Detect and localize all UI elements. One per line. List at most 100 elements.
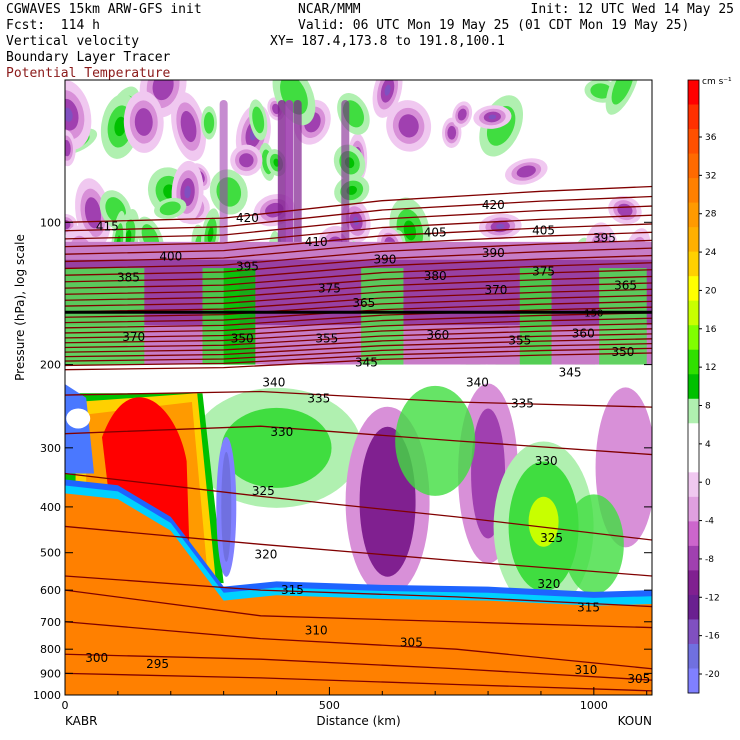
colorbar-swatch bbox=[688, 129, 699, 155]
theta-contour-upper bbox=[65, 214, 652, 248]
theta-label: 330 bbox=[535, 454, 558, 468]
theta-contours bbox=[65, 185, 652, 692]
theta-label: 375 bbox=[318, 281, 341, 295]
colorbar-swatch bbox=[688, 521, 699, 547]
colorbar-unit: cm s⁻¹ bbox=[702, 77, 732, 87]
theta-label: 310 bbox=[574, 663, 597, 677]
colorbar-swatch bbox=[688, 251, 699, 277]
surface-boundary-layer bbox=[65, 479, 652, 695]
colorbar-label: 16 bbox=[705, 325, 717, 335]
colorbar-swatch bbox=[688, 472, 699, 498]
theta-label: 305 bbox=[627, 672, 650, 686]
colorbar-label: -4 bbox=[705, 517, 714, 527]
colorbar-swatch bbox=[688, 668, 699, 694]
theta-contour-upper bbox=[65, 254, 652, 283]
updraft-cell bbox=[201, 106, 217, 140]
colorbar-swatch bbox=[688, 153, 699, 179]
theta-label: 395 bbox=[236, 259, 259, 273]
cross-section-endpoints: XY= 187.4,173.8 to 191.8,100.1 bbox=[270, 34, 505, 49]
band-updraft bbox=[65, 268, 145, 380]
theta-label: 330 bbox=[270, 425, 293, 439]
downdraft-cell bbox=[608, 195, 642, 225]
theta-label: 305 bbox=[400, 636, 423, 650]
theta-label: 320 bbox=[255, 548, 278, 562]
theta-label: 355 bbox=[315, 331, 338, 345]
colorbar-label: 32 bbox=[705, 171, 716, 181]
theta-contour-upper bbox=[65, 347, 652, 367]
colorbar-swatch bbox=[688, 398, 699, 424]
theta-contour-low bbox=[65, 672, 652, 692]
y-tick-label: 400 bbox=[40, 501, 61, 514]
theta-contour-upper bbox=[65, 338, 652, 358]
colorbar-swatch bbox=[688, 423, 699, 449]
theta-label: 420 bbox=[236, 211, 259, 225]
theta-label: 340 bbox=[466, 375, 489, 389]
theta-contour-upper bbox=[65, 352, 652, 371]
theta-label: 345 bbox=[355, 356, 378, 370]
downdraft-cell bbox=[171, 91, 207, 162]
downdraft-cell bbox=[372, 80, 403, 118]
theta-contour-low bbox=[65, 589, 652, 629]
y-tick-label: 600 bbox=[40, 584, 61, 597]
colorbar-label: 0 bbox=[705, 478, 711, 488]
x-axis-label: Distance (km) bbox=[316, 714, 400, 728]
theta-contour-upper bbox=[65, 269, 652, 295]
field-label-boundary-layer-tracer: Boundary Layer Tracer bbox=[6, 50, 171, 65]
theta-contour-upper bbox=[65, 306, 652, 329]
mid-updraft bbox=[221, 407, 332, 488]
theta-contour-low bbox=[65, 653, 652, 681]
theta-label: 380 bbox=[424, 269, 447, 283]
theta-label: 320 bbox=[537, 577, 560, 591]
forecast-hour: Fcst: 114 h bbox=[6, 18, 100, 33]
colorbar-label: 4 bbox=[705, 440, 711, 450]
theta-label: 420 bbox=[482, 198, 505, 212]
colorbar-label: 36 bbox=[705, 133, 717, 143]
theta-contour-upper bbox=[65, 328, 652, 349]
theta-label: 355 bbox=[508, 334, 531, 348]
theta-contour-upper bbox=[65, 288, 652, 313]
theta-contour-low bbox=[65, 621, 652, 670]
colorbar-label: -8 bbox=[705, 555, 714, 565]
theta-contour-upper bbox=[65, 205, 652, 240]
downdraft-cell bbox=[386, 100, 432, 152]
theta-label: 335 bbox=[511, 397, 534, 411]
theta-label: 370 bbox=[485, 283, 508, 297]
mid-updraft bbox=[563, 494, 624, 595]
theta-contour-upper bbox=[65, 317, 652, 339]
y-axis: 100 200 300 400 500 600 700 800 900 1000 Pressure … bbox=[13, 216, 652, 702]
theta-contour-mid bbox=[65, 525, 652, 577]
theta-contour-upper bbox=[65, 300, 652, 324]
colorbar-swatch bbox=[688, 227, 699, 253]
theta-label: 360 bbox=[572, 327, 595, 341]
colorbar-swatch bbox=[688, 349, 699, 375]
theta-label: 365 bbox=[614, 278, 637, 292]
theta-contour-upper bbox=[65, 231, 652, 263]
theta-label: 390 bbox=[482, 246, 505, 260]
colorbar-label: 28 bbox=[705, 210, 717, 220]
endpoint-right-label: KOUN bbox=[618, 714, 652, 728]
theta-label: 405 bbox=[532, 223, 555, 237]
colorbar-swatch bbox=[688, 594, 699, 620]
plot-layers: 415 420 420 410 405 405 395 400 395 390 390 385 380 3… bbox=[65, 80, 652, 695]
colorbar-swatch bbox=[688, 374, 699, 400]
theta-contour-upper bbox=[65, 223, 652, 255]
downdraft-cell bbox=[65, 80, 92, 150]
valid-time: Valid: 06 UTC Mon 19 May 25 (01 CDT Mon … bbox=[298, 18, 690, 33]
colorbar-label: 20 bbox=[705, 286, 717, 296]
colorbar-swatch bbox=[688, 570, 699, 596]
theta-label: 395 bbox=[593, 231, 616, 245]
colorbar-swatch bbox=[688, 496, 699, 522]
x-tick-label: 1000 bbox=[580, 699, 608, 712]
colorbar-swatch bbox=[688, 104, 699, 130]
theta-label: 315 bbox=[577, 601, 600, 615]
theta-label: 370 bbox=[122, 330, 145, 344]
downdraft-cell bbox=[123, 91, 164, 153]
band-updraft bbox=[519, 268, 552, 380]
theta-contour-upper bbox=[65, 282, 652, 307]
y-tick-label: 300 bbox=[40, 442, 61, 455]
bl-orange bbox=[65, 493, 652, 695]
colorbar-swatch bbox=[688, 178, 699, 204]
theta-contour-upper bbox=[65, 262, 652, 289]
